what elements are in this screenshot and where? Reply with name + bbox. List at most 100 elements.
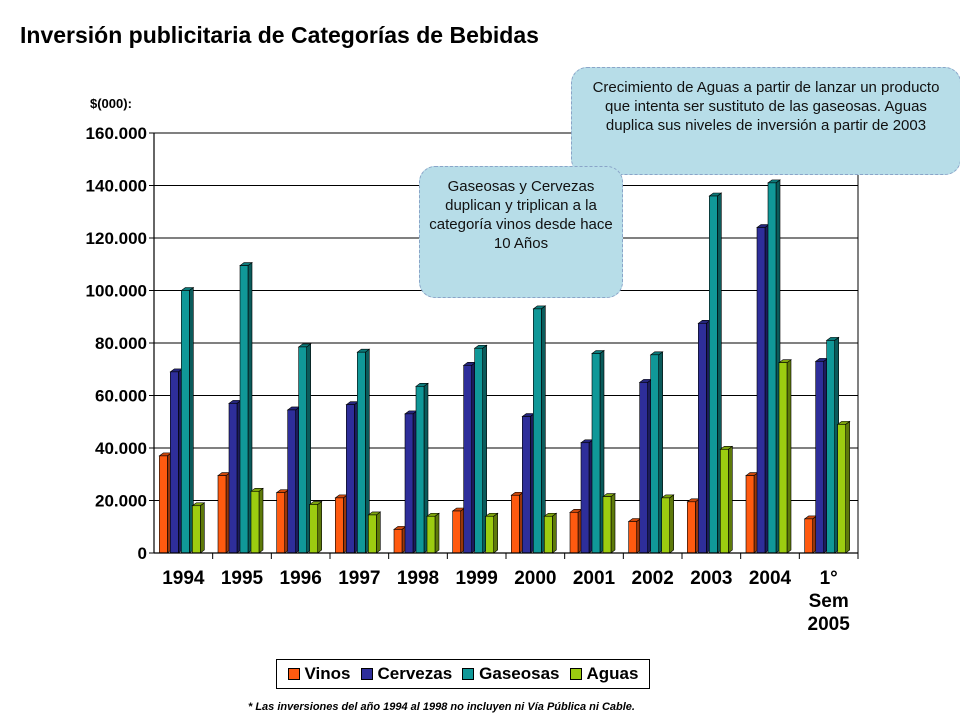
bar-aguas — [368, 514, 377, 554]
bar-gaseosas — [415, 386, 425, 554]
bar-aguas — [720, 449, 729, 554]
bar-aguas — [778, 362, 788, 554]
bar-cervezas — [346, 404, 355, 554]
bar-cervezas — [580, 442, 590, 554]
callout-aguas-growth: Crecimiento de Aguas a partir de lanzar … — [571, 67, 960, 175]
legend-item-gaseosas: Gaseosas — [462, 664, 560, 684]
bar-gaseosas — [591, 353, 601, 554]
legend-swatch-cervezas — [360, 668, 373, 680]
bar-vinos — [628, 521, 637, 554]
x-tick-label: 1995 — [221, 568, 264, 589]
bar-vinos — [276, 492, 285, 554]
bar-chart: 0 20.000 40.000 60.000 80.000 100.000 120.000 1… — [86, 124, 859, 635]
bar-vinos — [159, 455, 168, 554]
bar-vinos — [745, 475, 755, 554]
bar-aguas — [426, 515, 436, 554]
bar-aguas — [309, 504, 318, 554]
y-tick-label: 60.000 — [95, 387, 147, 406]
bar-gaseosas — [533, 308, 542, 554]
bar-vinos — [217, 475, 227, 554]
bar-cervezas — [463, 365, 472, 554]
legend-swatch-gaseosas — [462, 668, 475, 680]
y-tick-label: 100.000 — [86, 282, 147, 301]
legend-label-vinos: Vinos — [304, 664, 351, 683]
x-tick-label: 1998 — [397, 568, 439, 589]
bar-vinos — [511, 494, 520, 554]
x-tick-label: 1999 — [456, 568, 498, 589]
bar-side — [258, 487, 264, 554]
y-tick-label: 140.000 — [86, 177, 147, 196]
bar-gaseosas — [767, 182, 777, 554]
bar-vinos — [569, 512, 579, 554]
bar-gaseosas — [826, 340, 835, 554]
footnote: * Las inversiones del año 1994 al 1998 n… — [248, 701, 635, 713]
legend-swatch-vinos — [287, 668, 300, 680]
legend-label-aguas: Aguas — [586, 664, 639, 683]
bar-cervezas — [639, 382, 648, 554]
y-tick-label: 120.000 — [86, 229, 147, 248]
bar-cervezas — [698, 323, 707, 554]
bar-side — [493, 512, 498, 554]
x-tick-label: 2004 — [749, 568, 792, 589]
bar-gaseosas — [298, 346, 307, 554]
bar-cervezas — [404, 413, 414, 554]
x-tick-label: 1994 — [162, 568, 205, 589]
legend-item-vinos: Vinos — [287, 664, 351, 684]
y-axis-unit-label: $(000): — [90, 96, 132, 111]
bar-vinos — [687, 501, 696, 554]
bar-gaseosas — [357, 351, 366, 554]
bar-aguas — [544, 515, 553, 554]
bar-gaseosas — [474, 347, 483, 554]
bar-side — [610, 492, 616, 554]
y-tick-label: 20.000 — [95, 492, 147, 511]
bar-vinos — [335, 497, 344, 554]
bar-aguas — [602, 496, 612, 554]
bar-cervezas — [756, 227, 766, 554]
y-tick-label: 160.000 — [86, 124, 147, 143]
callout-gaseosas-cervezas: Gaseosas y Cervezas duplican y triplican… — [419, 166, 623, 298]
bar-cervezas — [228, 403, 238, 554]
x-tick-label: 1997 — [338, 568, 380, 589]
bar-side — [845, 420, 850, 554]
legend-swatch-aguas — [569, 668, 582, 680]
x-tick-label: 2000 — [514, 568, 556, 589]
bar-aguas — [485, 515, 494, 554]
bar-aguas — [250, 491, 260, 554]
x-tick-label: 1° — [820, 568, 838, 589]
bar-side — [200, 502, 205, 554]
bar-side — [317, 500, 322, 554]
bar-side — [669, 494, 674, 554]
legend-label-cervezas: Cervezas — [377, 664, 453, 683]
chart-title: Inversión publicitaria de Categorías de … — [20, 22, 539, 48]
bar-gaseosas — [239, 265, 249, 554]
legend-item-cervezas: Cervezas — [360, 664, 453, 684]
legend-label-gaseosas: Gaseosas — [479, 664, 560, 683]
bar-vinos — [393, 529, 403, 554]
y-tick-label: 0 — [138, 544, 147, 563]
x-tick-label: 1996 — [280, 568, 322, 589]
bar-vinos — [804, 518, 813, 554]
bar-aguas — [837, 424, 846, 554]
bar-side — [376, 511, 381, 554]
bar-gaseosas — [181, 290, 190, 554]
bar-aguas — [192, 505, 201, 554]
y-tick-label: 80.000 — [95, 334, 147, 353]
x-tick-label: 2005 — [808, 614, 851, 635]
legend: Vinos Cervezas Gaseosas Aguas — [276, 659, 650, 689]
y-tick-label: 40.000 — [95, 439, 147, 458]
x-tick-label: 2003 — [690, 568, 732, 589]
bar-cervezas — [522, 416, 531, 554]
bar-side — [786, 359, 792, 554]
bar-side — [728, 445, 733, 554]
bar-vinos — [452, 510, 461, 554]
bar-cervezas — [170, 371, 179, 554]
bar-gaseosas — [709, 195, 718, 554]
x-tick-label: Sem — [809, 591, 849, 612]
bar-cervezas — [287, 409, 296, 554]
bar-side — [434, 512, 440, 554]
bar-cervezas — [815, 361, 824, 554]
bar-side — [552, 512, 557, 554]
legend-item-aguas: Aguas — [569, 664, 639, 684]
x-tick-label: 2001 — [573, 568, 616, 589]
x-tick-label: 2002 — [632, 568, 674, 589]
